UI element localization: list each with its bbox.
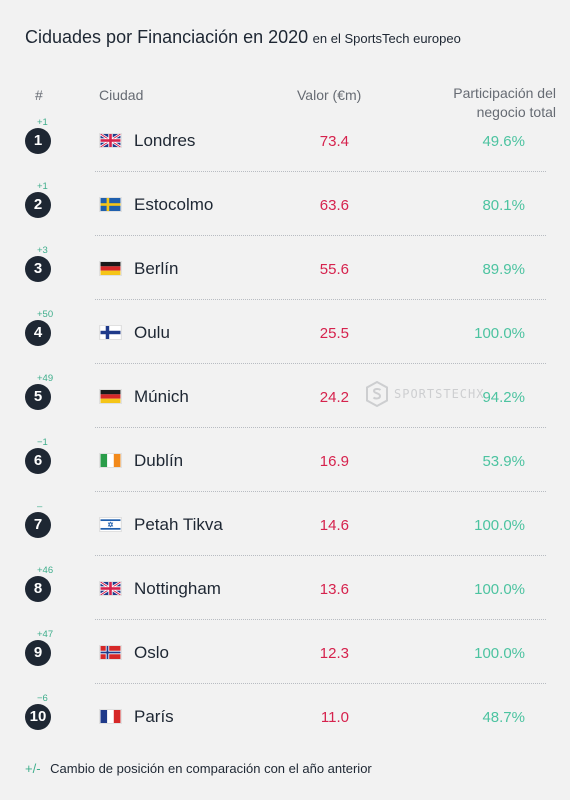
funding-value: 16.9	[319, 453, 349, 470]
rank-change: +47	[37, 629, 54, 640]
germany-flag-icon	[99, 389, 122, 404]
rank-badge: 10	[25, 704, 51, 730]
finland-flag-icon	[99, 325, 122, 340]
row-divider	[95, 491, 546, 492]
rank-change: −1	[37, 437, 48, 448]
table-row: +47 9 Oslo 12.3 100.0%	[0, 620, 570, 684]
footnote-text: Cambio de posición en comparación con el…	[50, 761, 372, 776]
rank-badge: 2	[25, 192, 51, 218]
row-divider	[95, 555, 546, 556]
sportstechx-watermark: SPORTSTECHX	[366, 381, 484, 407]
city-name: Oslo	[134, 643, 169, 662]
sportstechx-logo-icon	[366, 381, 388, 407]
city-name: Londres	[134, 131, 196, 150]
deal-share: 94.2%	[482, 389, 525, 406]
funding-value: 12.3	[319, 645, 349, 662]
rank-change: +46	[37, 565, 54, 576]
funding-value: 55.6	[319, 261, 349, 278]
city-name: Estocolmo	[134, 195, 214, 214]
funding-value: 63.6	[319, 197, 349, 214]
city-name: París	[134, 707, 174, 726]
row-divider	[95, 171, 546, 172]
city-name: Oulu	[134, 323, 170, 342]
row-divider	[95, 299, 546, 300]
table-row: +46 8 Nottingham 13.6 100.0%	[0, 556, 570, 620]
rank-badge: 5	[25, 384, 51, 410]
deal-share: 100.0%	[474, 645, 525, 662]
table-row: +50 4 Oulu 25.5 100.0%	[0, 300, 570, 364]
table-row: −1 6 Dublín 16.9 53.9%	[0, 428, 570, 492]
deal-share: 53.9%	[482, 453, 525, 470]
watermark-text: SPORTSTECHX	[394, 387, 485, 401]
table-row: +1 2 Estocolmo 63.6 80.1%	[0, 172, 570, 236]
header-rank: #	[35, 87, 43, 103]
rank-change: +50	[37, 309, 54, 320]
deal-share: 80.1%	[482, 197, 525, 214]
row-divider	[95, 683, 546, 684]
rank-badge: 6	[25, 448, 51, 474]
row-divider	[95, 235, 546, 236]
city-name: Petah Tikva	[134, 515, 223, 534]
header-city: Ciudad	[99, 87, 144, 103]
rank-change: +1	[37, 181, 48, 192]
rank-change: +49	[37, 373, 54, 384]
row-divider	[95, 619, 546, 620]
rank-badge: 3	[25, 256, 51, 282]
table-row: +3 3 Berlín 55.6 89.9%	[0, 236, 570, 300]
ireland-flag-icon	[99, 453, 122, 468]
france-flag-icon	[99, 709, 122, 724]
uk-flag-icon	[99, 580, 122, 597]
table-row: −6 10 París 11.0 48.7%	[0, 684, 570, 748]
title-sub: en el SportsTech europeo	[312, 31, 461, 46]
germany-flag-icon	[99, 261, 122, 276]
rank-badge: 9	[25, 640, 51, 666]
table-row: +49 5 Múnich 24.2 94.2%	[0, 364, 570, 428]
israel-flag-icon	[99, 517, 122, 532]
city-name: Berlín	[134, 259, 179, 278]
funding-value: 14.6	[319, 517, 349, 534]
funding-value: 24.2	[319, 389, 349, 406]
rank-badge: 8	[25, 576, 51, 602]
row-divider	[95, 363, 546, 364]
header-share: Participación del negocio total	[430, 84, 556, 122]
city-name: Dublín	[134, 451, 184, 470]
city-name: Múnich	[134, 387, 189, 406]
title-main: Ciduades por Financiación en 2020	[25, 27, 309, 47]
rank-badge: 1	[25, 128, 51, 154]
funding-value: 25.5	[319, 325, 349, 342]
chart-title: Ciduades por Financiación en 2020 en el …	[25, 27, 461, 48]
footnote-symbol: +/-	[25, 761, 41, 776]
rank-change: +3	[37, 245, 48, 256]
deal-share: 100.0%	[474, 581, 525, 598]
funding-value: 11.0	[320, 709, 349, 726]
footnote: +/- Cambio de posición en comparación co…	[25, 761, 372, 776]
city-name: Nottingham	[134, 579, 221, 598]
header-share-line2: negocio total	[476, 104, 556, 120]
table-row: +1 1 Londres 73.4 49.6%	[0, 108, 570, 172]
header-value: Valor (€m)	[297, 87, 362, 103]
funding-value: 73.4	[319, 133, 349, 150]
header-share-line1: Participación del	[453, 85, 556, 101]
table-row: –7 Petah Tikva 14.6 100.0%	[0, 492, 570, 556]
rank-change: –	[37, 501, 43, 512]
sweden-flag-icon	[99, 197, 122, 212]
norway-flag-icon	[99, 645, 122, 660]
deal-share: 89.9%	[482, 261, 525, 278]
row-divider	[95, 427, 546, 428]
rank-badge: 4	[25, 320, 51, 346]
deal-share: 100.0%	[474, 517, 525, 534]
funding-value: 13.6	[319, 581, 349, 598]
rank-badge: 7	[25, 512, 51, 538]
rank-change: +1	[37, 117, 48, 128]
deal-share: 100.0%	[474, 325, 525, 342]
deal-share: 48.7%	[482, 709, 525, 726]
deal-share: 49.6%	[482, 133, 525, 150]
uk-flag-icon	[99, 132, 122, 149]
rank-change: −6	[37, 693, 48, 704]
